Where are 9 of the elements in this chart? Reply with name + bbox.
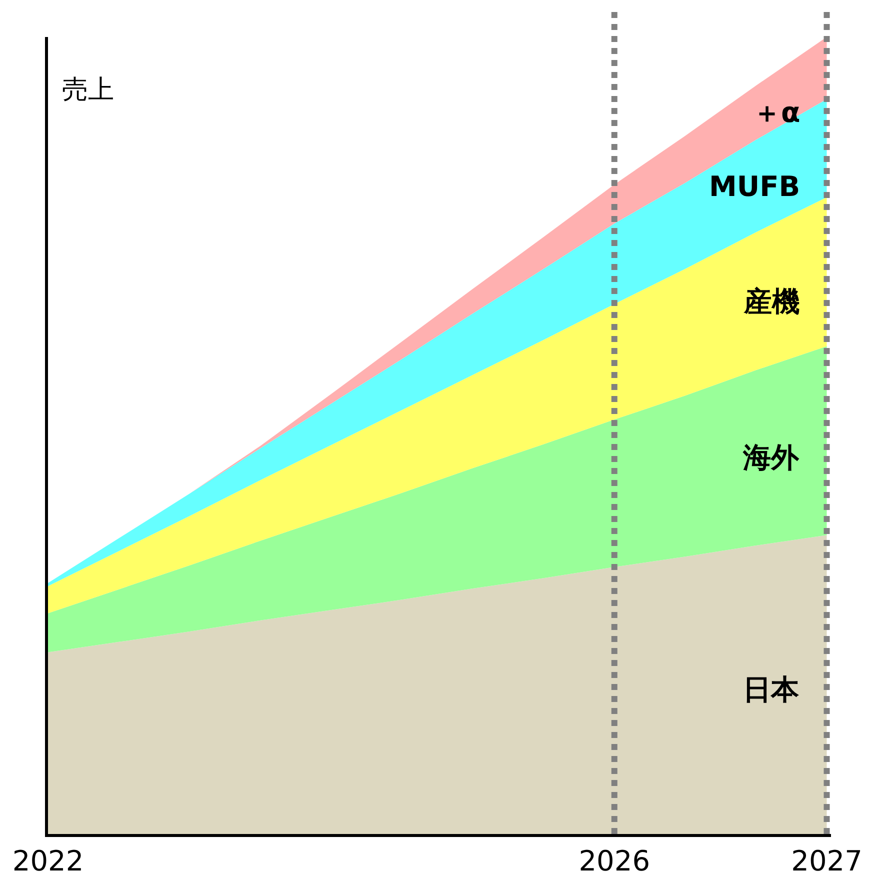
x-tick-label: 2027	[791, 844, 862, 878]
series-label: MUFB	[709, 170, 800, 203]
x-tick-label: 2022	[12, 844, 84, 878]
x-tick-label: 2026	[578, 844, 650, 878]
series-label: 日本	[743, 673, 800, 706]
y-axis-title: 売上	[62, 75, 114, 105]
series-label: 産機	[743, 285, 800, 318]
series-label: 海外	[742, 441, 800, 474]
series-label: ＋α	[753, 96, 800, 129]
